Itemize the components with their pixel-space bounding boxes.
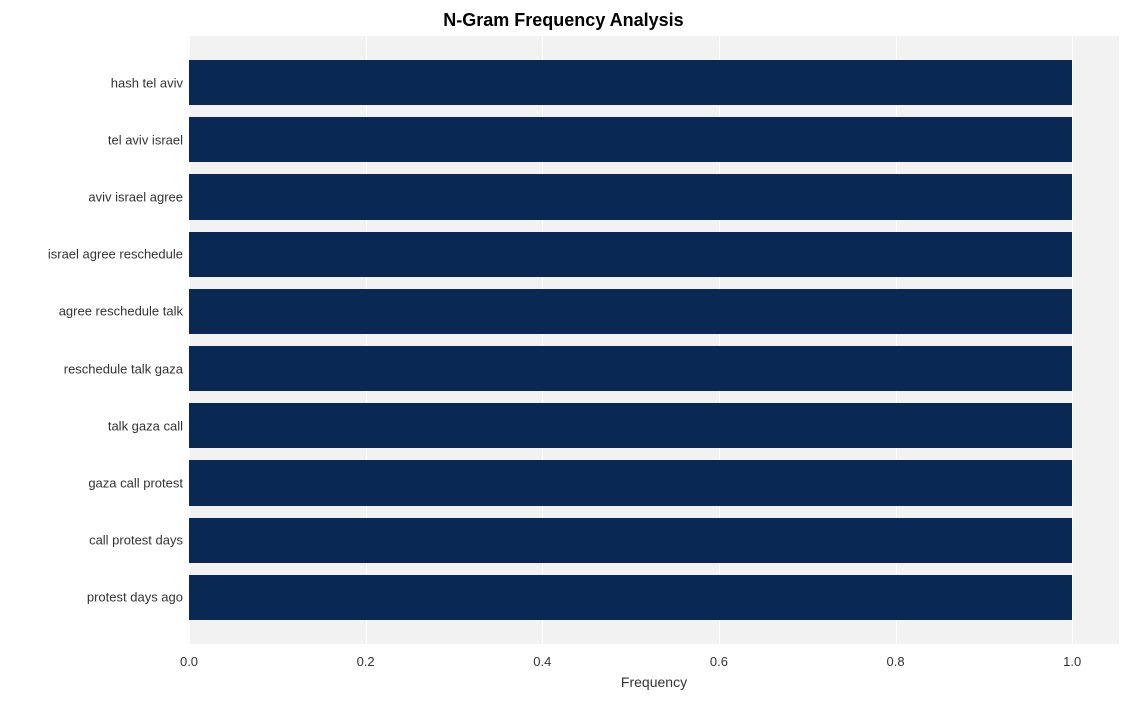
x-axis-tick-label: 0.8 (887, 654, 905, 669)
y-axis-category-label: reschedule talk gaza (64, 361, 189, 376)
bar (189, 346, 1072, 391)
gridline (1072, 36, 1073, 644)
bar (189, 460, 1072, 505)
bar (189, 60, 1072, 105)
plot-area: hash tel avivtel aviv israelaviv israel … (189, 36, 1119, 644)
bar (189, 174, 1072, 219)
bar (189, 232, 1072, 277)
y-axis-category-label: israel agree reschedule (48, 247, 189, 262)
y-axis-category-label: talk gaza call (108, 418, 189, 433)
bar (189, 403, 1072, 448)
y-axis-category-label: protest days ago (87, 590, 189, 605)
bar (189, 117, 1072, 162)
x-axis-tick-label: 0.6 (710, 654, 728, 669)
chart-container: N-Gram Frequency Analysis hash tel avivt… (0, 0, 1127, 701)
x-axis-tick-label: 1.0 (1063, 654, 1081, 669)
y-axis-category-label: hash tel aviv (111, 75, 189, 90)
y-axis-category-label: tel aviv israel (108, 132, 189, 147)
chart-title: N-Gram Frequency Analysis (0, 10, 1127, 31)
y-axis-category-label: gaza call protest (88, 475, 189, 490)
x-axis-tick-label: 0.2 (357, 654, 375, 669)
bar (189, 518, 1072, 563)
x-axis-label: Frequency (189, 674, 1119, 690)
y-axis-category-label: call protest days (89, 533, 189, 548)
bar (189, 575, 1072, 620)
y-axis-category-label: aviv israel agree (88, 190, 189, 205)
x-axis-tick-label: 0.4 (533, 654, 551, 669)
x-axis-tick-label: 0.0 (180, 654, 198, 669)
y-axis-category-label: agree reschedule talk (59, 304, 189, 319)
bar (189, 289, 1072, 334)
